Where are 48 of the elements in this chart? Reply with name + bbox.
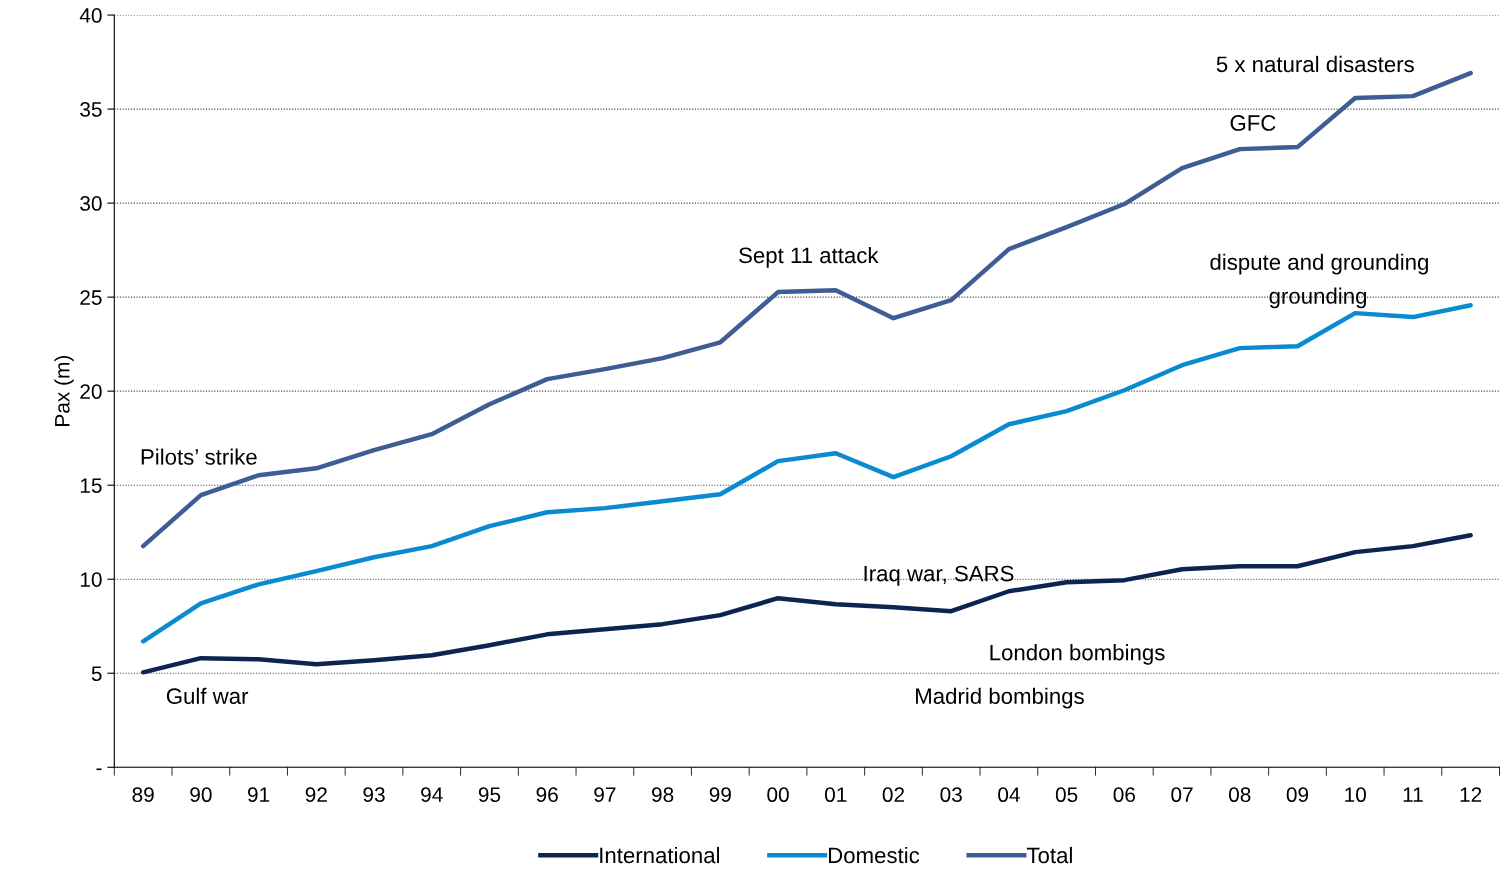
x-tick-label: 92 xyxy=(305,787,327,803)
annotation: dispute and grounding xyxy=(1210,253,1428,275)
annotation: 5 x natural disasters xyxy=(1216,55,1414,73)
y-tick-label: 5 xyxy=(91,666,102,681)
annotation: London bombings xyxy=(990,644,1165,665)
x-tick-label: 03 xyxy=(940,787,962,803)
x-tick-label: 07 xyxy=(1171,787,1193,803)
y-tick-label: 35 xyxy=(80,102,102,117)
annotation: Iraq war, SARS xyxy=(864,565,1014,586)
y-tick-label: - xyxy=(96,768,102,771)
x-tick-label: 98 xyxy=(652,787,674,803)
x-tick-label: 02 xyxy=(882,787,905,803)
x-tick-label: 05 xyxy=(1055,787,1078,803)
annotation: Gulf war xyxy=(166,687,249,705)
x-tick-label: 08 xyxy=(1228,787,1251,803)
legend-label: International xyxy=(600,846,720,864)
x-tick-label: 99 xyxy=(709,787,731,803)
y-tick-label: 20 xyxy=(80,384,102,399)
y-tick-label: 25 xyxy=(80,290,102,305)
x-tick-label: 96 xyxy=(536,787,558,803)
y-tick-label: 30 xyxy=(80,196,102,211)
y-tick-label: 15 xyxy=(80,478,102,493)
annotation: Madrid bombings xyxy=(916,687,1084,709)
x-tick-label: 09 xyxy=(1286,787,1309,803)
x-tick-label: 01 xyxy=(824,787,847,803)
x-tick-label: 10 xyxy=(1345,787,1366,803)
x-tick-label: 93 xyxy=(363,787,385,803)
y-tick-label: 10 xyxy=(80,572,102,587)
x-tick-label: 91 xyxy=(247,787,270,803)
x-tick-label: 12 xyxy=(1460,787,1482,802)
legend-label: Domestic xyxy=(828,846,920,864)
x-tick-label: 04 xyxy=(998,787,1020,803)
y-tick-label: 40 xyxy=(79,8,102,23)
x-tick-label: 11 xyxy=(1403,787,1423,802)
annotation: grounding xyxy=(1269,287,1367,309)
x-tick-label: 97 xyxy=(594,787,616,803)
x-tick-label: 94 xyxy=(421,787,443,803)
annotation: Pilots’ strike xyxy=(141,448,257,465)
x-tick-label: 95 xyxy=(478,787,501,803)
x-tick-label: 89 xyxy=(132,787,154,803)
x-tick-label: 90 xyxy=(190,787,212,803)
line-series xyxy=(140,533,1473,675)
x-tick-label: 00 xyxy=(767,787,789,803)
legend-label: Total xyxy=(1026,846,1072,864)
x-tick-label: 06 xyxy=(1113,787,1136,803)
annotation: Sept 11 attack xyxy=(739,246,879,268)
y-axis-title: Pax (m) xyxy=(54,356,74,426)
annotation: GFC xyxy=(1230,115,1276,131)
